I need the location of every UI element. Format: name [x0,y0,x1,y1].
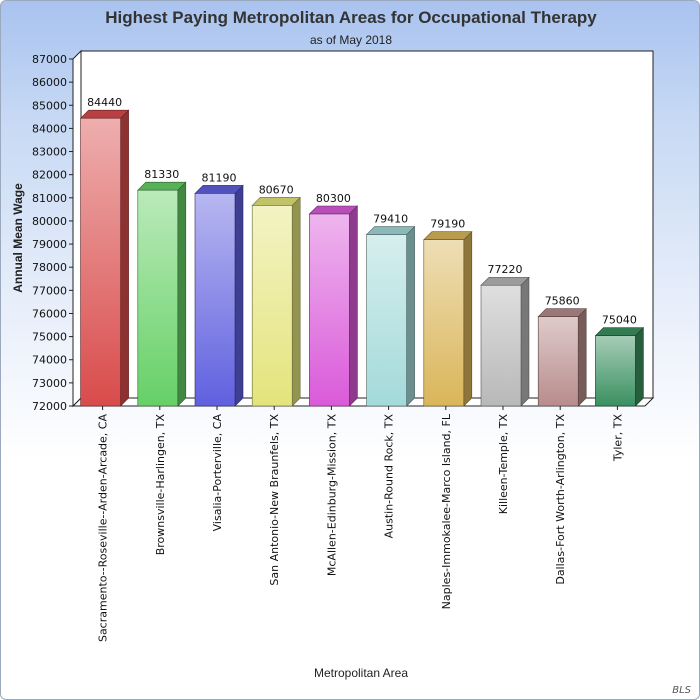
bar-side [635,326,644,407]
chart-subtitle: as of May 2018 [309,33,393,47]
y-tick-label: 75000 [32,331,67,344]
bar-value-label: 80300 [316,192,351,205]
bar-top [594,327,645,336]
y-tick-label: 81000 [32,192,67,205]
bar-value-label: 81190 [202,171,237,184]
bar-front [137,189,179,407]
y-tick-label: 78000 [32,261,67,274]
bar-top [365,226,416,235]
y-tick-label: 82000 [32,169,67,182]
bar-side [349,205,358,407]
x-tick-label: Dallas-Fort Worth-Arlington, TX [554,414,567,585]
bar-front [366,234,407,407]
bar-front [194,193,236,407]
x-tick-label: Naples-Immokalee-Marco Island, FL [440,413,453,609]
bar [137,181,187,407]
bar-top [251,197,301,206]
bar-front [537,316,579,407]
bar-front [480,284,522,407]
bar-front [80,117,121,407]
bar [251,196,301,407]
x-tick-label: Tyler, TX [611,414,624,463]
bar [79,109,130,407]
bar-front [309,213,350,407]
y-tick-label: 87000 [32,53,67,66]
bar-top [137,181,187,191]
y-tick-label: 83000 [32,146,67,159]
bar-front [423,239,465,407]
x-axis-title: Metropolitan Area [313,666,409,680]
bar [365,225,416,407]
bar [594,326,645,407]
bar-front [595,335,636,407]
plot-left-wall [72,49,82,408]
bar-value-label: 79190 [430,218,465,231]
bar-side [463,230,473,407]
y-tick-label: 79000 [32,238,67,251]
y-tick-label: 72000 [32,400,67,413]
y-tick-label: 74000 [32,354,67,367]
bar-side [177,181,187,407]
y-tick-label: 84000 [32,122,67,135]
y-tick-label: 86000 [32,76,67,89]
bar-value-label: 79410 [373,213,408,226]
bar [537,307,587,407]
y-tick-label: 73000 [32,377,67,390]
x-tick-label: McAllen-Edinburg-Mission, TX [325,414,338,577]
bar-side [577,307,587,407]
source-note: BLS [672,685,691,696]
bar-side [520,276,530,407]
bar-side [120,109,129,407]
bar-value-label: 75860 [545,295,580,308]
y-tick-label: 80000 [32,215,67,228]
x-tick-label: Sacramento--Roseville--Arden-Arcade, CA [97,414,110,643]
bar-front [251,205,293,407]
bar-value-label: 80670 [259,183,294,196]
bar-top [194,185,244,194]
bar-top [423,231,473,240]
bar-top [537,308,587,318]
bar-value-label: 81330 [144,168,179,181]
bar-value-label: 84440 [87,96,122,109]
y-tick-label: 85000 [32,99,67,112]
bar-top [480,276,530,286]
x-tick-label: Killeen-Temple, TX [497,414,510,515]
y-tick-label: 77000 [32,284,67,297]
bar [423,230,473,407]
bar-value-label: 77220 [488,263,523,276]
bar [194,184,244,407]
x-tick-label: Austin-Round Rock, TX [383,414,396,539]
bar-top [308,205,359,215]
bar-side [291,196,301,407]
bar-top [79,109,130,119]
x-tick-label: Brownsville-Harlingen, TX [154,414,167,556]
bar-value-label: 75040 [602,314,637,327]
x-tick-label: Visalia-Porterville, CA [211,414,224,532]
bar-side [406,225,415,407]
y-tick-label: 76000 [32,307,67,320]
bar [480,276,530,407]
x-tick-label: San Antonio-New Braunfels, TX [268,414,281,586]
bar-side [234,184,244,407]
bar [308,205,359,407]
chart-title: Highest Paying Metropolitan Areas for Oc… [105,8,597,27]
